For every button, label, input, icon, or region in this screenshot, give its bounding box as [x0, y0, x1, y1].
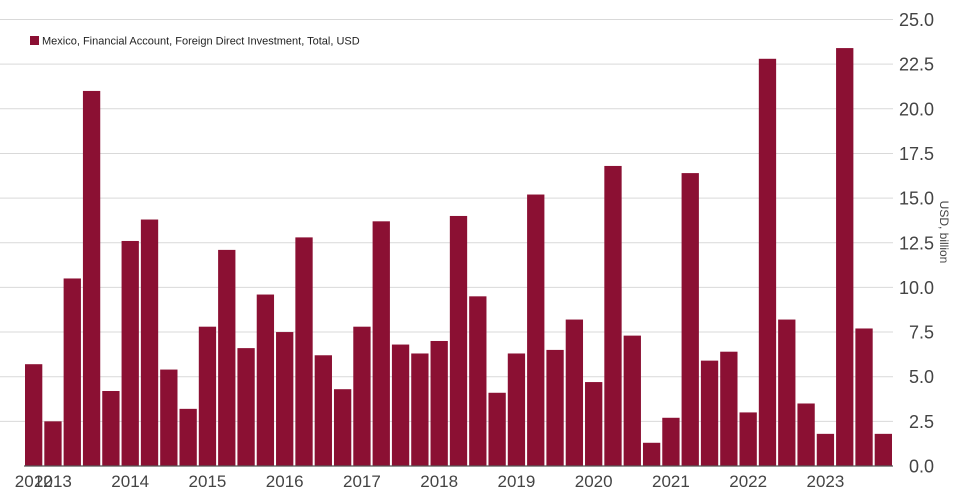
- bar: [391, 344, 410, 466]
- bar: [488, 392, 506, 466]
- bar: [855, 328, 873, 466]
- y-tick-label: 17.5: [899, 144, 934, 164]
- y-axis-label: USD, billion: [937, 201, 951, 264]
- y-axis-ticks: 0.0 2.5 5.0 7.5 10.0 12.5 15.0 17.5 20.0 22.5 25.0: [899, 10, 934, 477]
- x-tick-label: 2019: [498, 472, 536, 491]
- y-tick-label: 0.0: [909, 457, 934, 477]
- bar: [198, 326, 217, 466]
- bar: [237, 348, 255, 466]
- bar: [63, 278, 81, 466]
- bar: [507, 353, 526, 466]
- bar: [700, 360, 719, 466]
- bar: [758, 58, 777, 466]
- bar: [25, 364, 43, 466]
- bar: [140, 219, 159, 466]
- x-tick-label: 2021: [652, 472, 690, 491]
- bar: [816, 433, 835, 466]
- bar: [256, 294, 275, 466]
- bar: [82, 90, 101, 466]
- x-tick-label: 2016: [266, 472, 304, 491]
- bar: [179, 408, 197, 466]
- x-tick-label: 2018: [420, 472, 458, 491]
- bar: [353, 326, 371, 466]
- bar: [314, 355, 332, 466]
- bar: [449, 215, 468, 466]
- x-tick-label: 2014: [111, 472, 149, 491]
- bar: [372, 221, 390, 466]
- y-tick-label: 22.5: [899, 55, 934, 75]
- bar: [585, 382, 603, 466]
- bar: [797, 403, 815, 466]
- y-tick-label: 5.0: [909, 367, 934, 387]
- y-tick-label: 20.0: [899, 99, 934, 119]
- bar: [121, 240, 139, 466]
- y-tick-label: 12.5: [899, 233, 934, 253]
- bar: [430, 340, 448, 466]
- bar: [739, 412, 757, 466]
- x-tick-label: 2012: [15, 472, 53, 491]
- bar: [642, 442, 661, 466]
- bar: [276, 332, 294, 466]
- legend: Mexico, Financial Account, Foreign Direc…: [30, 36, 360, 48]
- bar: [720, 351, 738, 466]
- bar: [623, 335, 641, 466]
- bar: [527, 194, 545, 466]
- legend-swatch: [30, 36, 39, 45]
- bar: [218, 249, 236, 466]
- x-tick-label: 2023: [806, 472, 844, 491]
- y-tick-label: 25.0: [899, 10, 934, 30]
- bar: [778, 319, 796, 466]
- x-tick-label: 2013: [34, 472, 72, 491]
- y-tick-label: 10.0: [899, 278, 934, 298]
- bar: [565, 319, 584, 466]
- bar: [604, 165, 622, 466]
- x-tick-label: 2020: [575, 472, 613, 491]
- bar: [295, 237, 313, 466]
- bar: [874, 433, 892, 466]
- bar: [546, 349, 564, 466]
- legend-label: Mexico, Financial Account, Foreign Direc…: [42, 36, 360, 48]
- y-tick-label: 2.5: [909, 412, 934, 432]
- x-tick-label: 2015: [189, 472, 227, 491]
- y-tick-label: 15.0: [899, 189, 934, 209]
- bar: [662, 417, 680, 466]
- x-tick-label: 2022: [729, 472, 767, 491]
- y-tick-label: 7.5: [909, 323, 934, 343]
- bar: [836, 48, 854, 466]
- bars: [25, 48, 892, 466]
- bar: [469, 296, 487, 466]
- bar: [102, 390, 120, 466]
- bar: [411, 353, 429, 466]
- bar: [333, 389, 352, 466]
- x-tick-label: 2017: [343, 472, 381, 491]
- bar: [681, 173, 699, 466]
- bar: [160, 369, 178, 466]
- bar: [44, 421, 62, 466]
